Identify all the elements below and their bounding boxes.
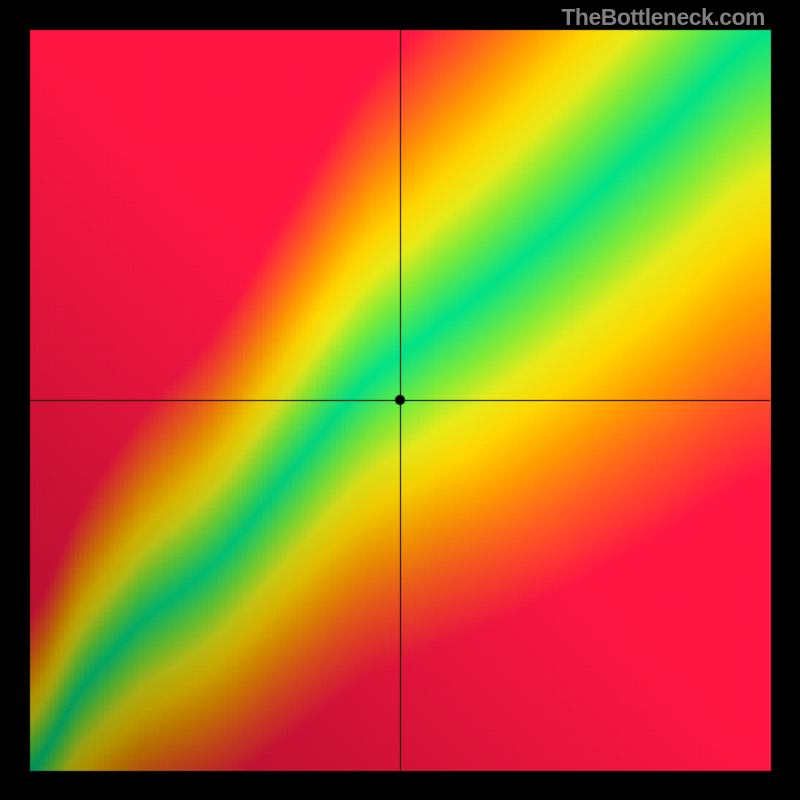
- watermark-text: TheBottleneck.com: [561, 4, 765, 31]
- bottleneck-heatmap: [0, 0, 800, 800]
- chart-container: TheBottleneck.com: [0, 0, 800, 800]
